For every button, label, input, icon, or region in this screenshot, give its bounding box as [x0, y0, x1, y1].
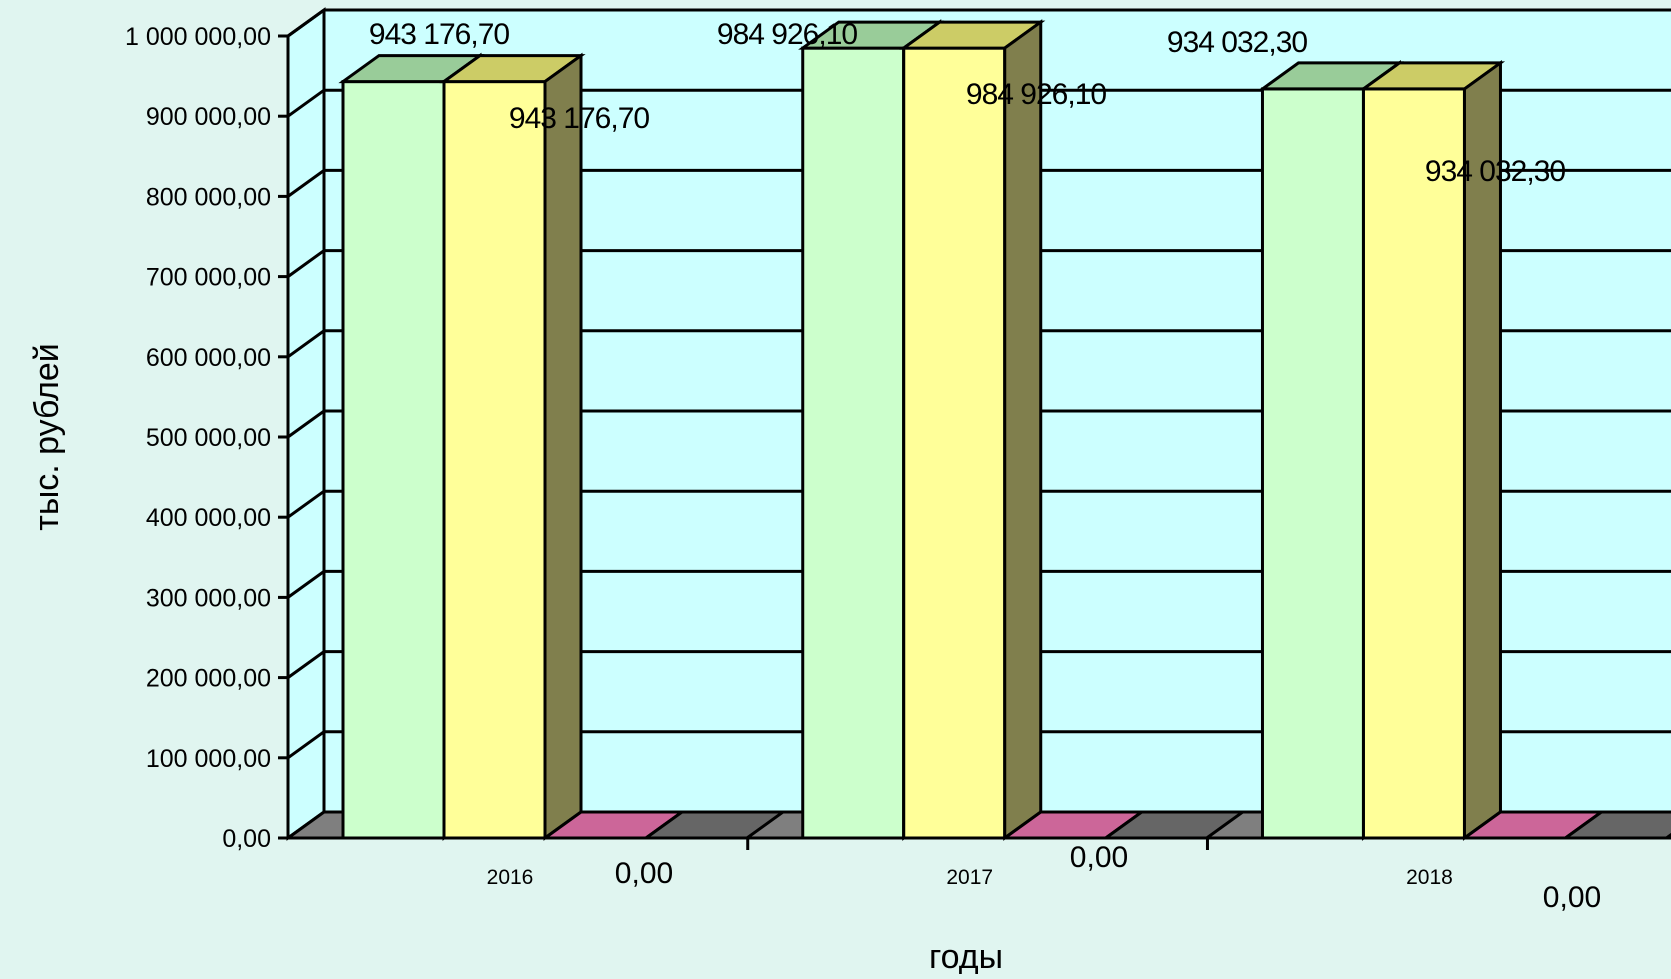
y-tick-label: 700 000,00 [146, 264, 271, 292]
x-axis-title: годы [929, 938, 1003, 974]
x-tick-label: 2016 [487, 866, 534, 889]
data-label: 984 926,10 [966, 78, 1106, 111]
data-label: 0,00 [1543, 881, 1601, 914]
bar-front [1363, 89, 1464, 838]
bar-side [1005, 22, 1041, 838]
data-label: 984 926,10 [717, 18, 857, 51]
y-tick-label: 300 000,00 [146, 584, 271, 612]
y-tick-label: 0,00 [222, 825, 271, 853]
y-axis-title: тыс. рублей [28, 343, 66, 531]
bar-side [545, 56, 581, 838]
bar-front [444, 82, 545, 838]
y-tick-label: 100 000,00 [146, 745, 271, 773]
y-tick-label: 500 000,00 [146, 424, 271, 452]
y-tick-label: 600 000,00 [146, 344, 271, 372]
data-label: 943 176,70 [369, 18, 509, 51]
data-label: 0,00 [1070, 841, 1128, 874]
y-tick-label: 400 000,00 [146, 504, 271, 532]
bars [343, 22, 1671, 838]
data-label: 0,00 [615, 857, 673, 890]
y-tick-label: 800 000,00 [146, 183, 271, 211]
data-label: 943 176,70 [509, 102, 649, 135]
bar-front [343, 82, 444, 838]
x-tick-label: 2018 [1406, 866, 1453, 889]
bar-front [803, 48, 904, 838]
bar-front [1262, 89, 1363, 838]
data-label: 934 032,30 [1425, 155, 1565, 188]
x-tick-label: 2017 [946, 866, 993, 889]
bar-front [904, 48, 1005, 838]
y-tick-label: 200 000,00 [146, 665, 271, 693]
y-tick-label: 900 000,00 [146, 103, 271, 131]
data-label: 934 032,30 [1167, 26, 1307, 59]
y-tick-label: 1 000 000,00 [125, 23, 271, 51]
